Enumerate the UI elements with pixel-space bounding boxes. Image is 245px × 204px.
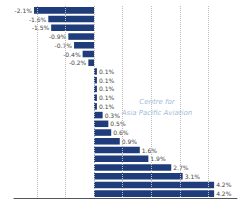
- svg-text:0.1%: 0.1%: [99, 103, 115, 110]
- svg-text:0.9%: 0.9%: [122, 138, 138, 145]
- svg-text:-0.9%: -0.9%: [49, 33, 67, 40]
- svg-text:2.7%: 2.7%: [173, 164, 189, 171]
- svg-text:4.2%: 4.2%: [216, 181, 232, 188]
- svg-text:-0.2%: -0.2%: [69, 59, 87, 66]
- svg-text:-1.6%: -1.6%: [28, 15, 47, 23]
- svg-text:-1.5%: -1.5%: [32, 24, 50, 31]
- svg-text:0.1%: 0.1%: [99, 77, 115, 84]
- svg-text:0.1%: 0.1%: [99, 85, 115, 92]
- svg-text:0.3%: 0.3%: [105, 112, 121, 119]
- svg-text:0.6%: 0.6%: [113, 129, 129, 136]
- svg-text:-0.7%: -0.7%: [55, 42, 73, 49]
- svg-text:1.9%: 1.9%: [150, 155, 166, 162]
- svg-text:-0.4%: -0.4%: [63, 50, 81, 58]
- svg-text:Asia Pacific Aviation: Asia Pacific Aviation: [121, 109, 192, 117]
- svg-text:0.1%: 0.1%: [99, 68, 115, 75]
- svg-text:1.6%: 1.6%: [142, 147, 158, 154]
- svg-text:-2.1%: -2.1%: [15, 7, 33, 14]
- svg-text:0.1%: 0.1%: [99, 94, 115, 101]
- svg-text:4.2%: 4.2%: [216, 190, 232, 197]
- svg-text:0.5%: 0.5%: [110, 120, 126, 127]
- svg-text:Centre for: Centre for: [139, 98, 176, 106]
- svg-text:3.1%: 3.1%: [185, 173, 201, 180]
